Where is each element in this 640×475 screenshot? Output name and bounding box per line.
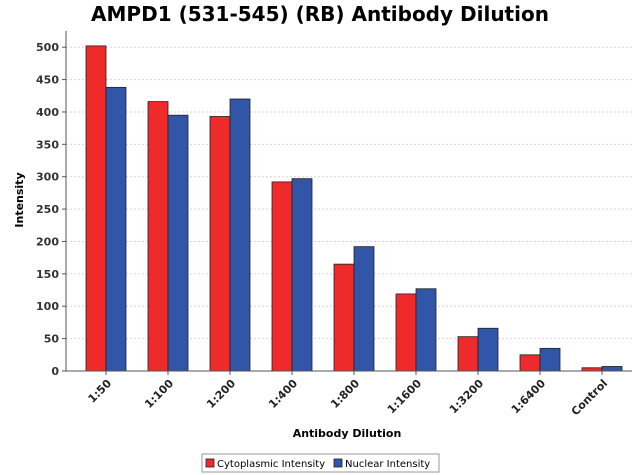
bar-nuclear: [105, 86, 127, 372]
legend-box: [201, 453, 440, 473]
x-tick-label: 1:50: [86, 377, 115, 406]
bar-nuclear: [601, 366, 623, 372]
y-tick-label: 300: [36, 171, 59, 184]
chart-title: AMPD1 (531-545) (RB) Antibody Dilution: [91, 2, 549, 26]
y-tick-label: 200: [36, 235, 59, 248]
bar-cytoplasmic: [147, 101, 169, 372]
y-axis-ticks: 0 50 100 150 200 250 300 350 400 450 500: [36, 41, 66, 378]
bar-nuclear: [415, 288, 437, 372]
bar-nuclear: [539, 347, 561, 372]
bar-nuclear: [167, 114, 189, 372]
bar-cytoplasmic: [333, 263, 355, 372]
bar-nuclear: [477, 327, 499, 372]
bar-nuclear: [229, 98, 251, 372]
bar-cytoplasmic: [271, 181, 293, 372]
bar-cytoplasmic: [395, 293, 417, 372]
x-tick-label: 1:1600: [385, 377, 425, 417]
y-tick-label: 100: [36, 300, 59, 313]
x-tick-label: 1:100: [142, 377, 176, 411]
x-axis-ticks: 1:50 1:100 1:200 1:400 1:800 1:1600 1:3200 1:64…: [86, 371, 610, 418]
bar-cytoplasmic: [519, 354, 541, 372]
y-axis-title: Intensity: [13, 172, 26, 227]
legend-swatch: [333, 458, 343, 468]
bar-nuclear: [353, 246, 375, 372]
legend-swatch: [205, 458, 215, 468]
y-tick-label: 400: [36, 106, 59, 119]
y-tick-label: 50: [44, 333, 60, 346]
bar-cytoplasmic: [209, 116, 231, 372]
bar-cytoplasmic: [85, 45, 107, 372]
x-tick-label: Control: [569, 377, 610, 418]
y-tick-label: 250: [36, 203, 59, 216]
y-tick-label: 450: [36, 74, 59, 87]
y-tick-label: 0: [51, 365, 59, 378]
bar-cytoplasmic: [457, 336, 479, 372]
legend-label: Nuclear Intensity: [345, 459, 430, 470]
y-tick-label: 350: [36, 138, 59, 151]
legend: Cytoplasmic Intensity Nuclear Intensity: [201, 453, 440, 473]
legend-label: Cytoplasmic Intensity: [217, 459, 325, 470]
y-tick-label: 500: [36, 41, 59, 54]
x-tick-label: 1:800: [328, 377, 362, 411]
x-axis-title: Antibody Dilution: [293, 427, 402, 440]
bars: [85, 45, 623, 372]
x-tick-label: 1:200: [204, 377, 238, 411]
bar-nuclear: [291, 178, 313, 372]
x-tick-label: 1:400: [266, 377, 300, 411]
x-tick-label: 1:3200: [447, 377, 487, 417]
x-tick-label: 1:6400: [509, 377, 549, 417]
y-tick-label: 150: [36, 268, 59, 281]
